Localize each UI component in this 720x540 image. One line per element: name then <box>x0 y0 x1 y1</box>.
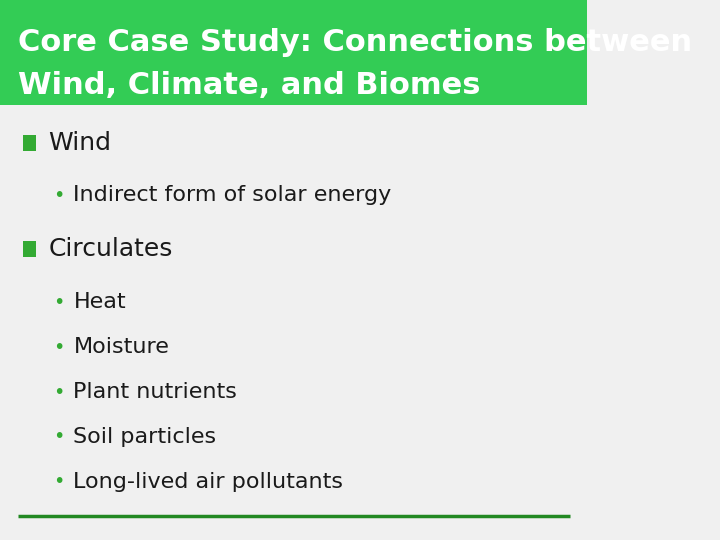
Text: •: • <box>53 338 64 357</box>
Text: Heat: Heat <box>73 292 126 313</box>
Text: Moisture: Moisture <box>73 337 169 357</box>
FancyBboxPatch shape <box>24 241 37 256</box>
FancyBboxPatch shape <box>0 0 587 105</box>
Text: •: • <box>53 293 64 312</box>
Text: Core Case Study: Connections between: Core Case Study: Connections between <box>17 28 692 57</box>
Text: •: • <box>53 472 64 491</box>
Text: •: • <box>53 382 64 402</box>
Text: Wind, Climate, and Biomes: Wind, Climate, and Biomes <box>17 71 480 100</box>
Text: Wind: Wind <box>48 131 111 156</box>
Text: Indirect form of solar energy: Indirect form of solar energy <box>73 185 392 206</box>
Text: Circulates: Circulates <box>48 237 173 261</box>
Text: Soil particles: Soil particles <box>73 427 217 447</box>
Text: •: • <box>53 427 64 447</box>
FancyBboxPatch shape <box>24 136 37 151</box>
Text: •: • <box>53 186 64 205</box>
Text: Plant nutrients: Plant nutrients <box>73 382 238 402</box>
Text: Long-lived air pollutants: Long-lived air pollutants <box>73 471 343 492</box>
